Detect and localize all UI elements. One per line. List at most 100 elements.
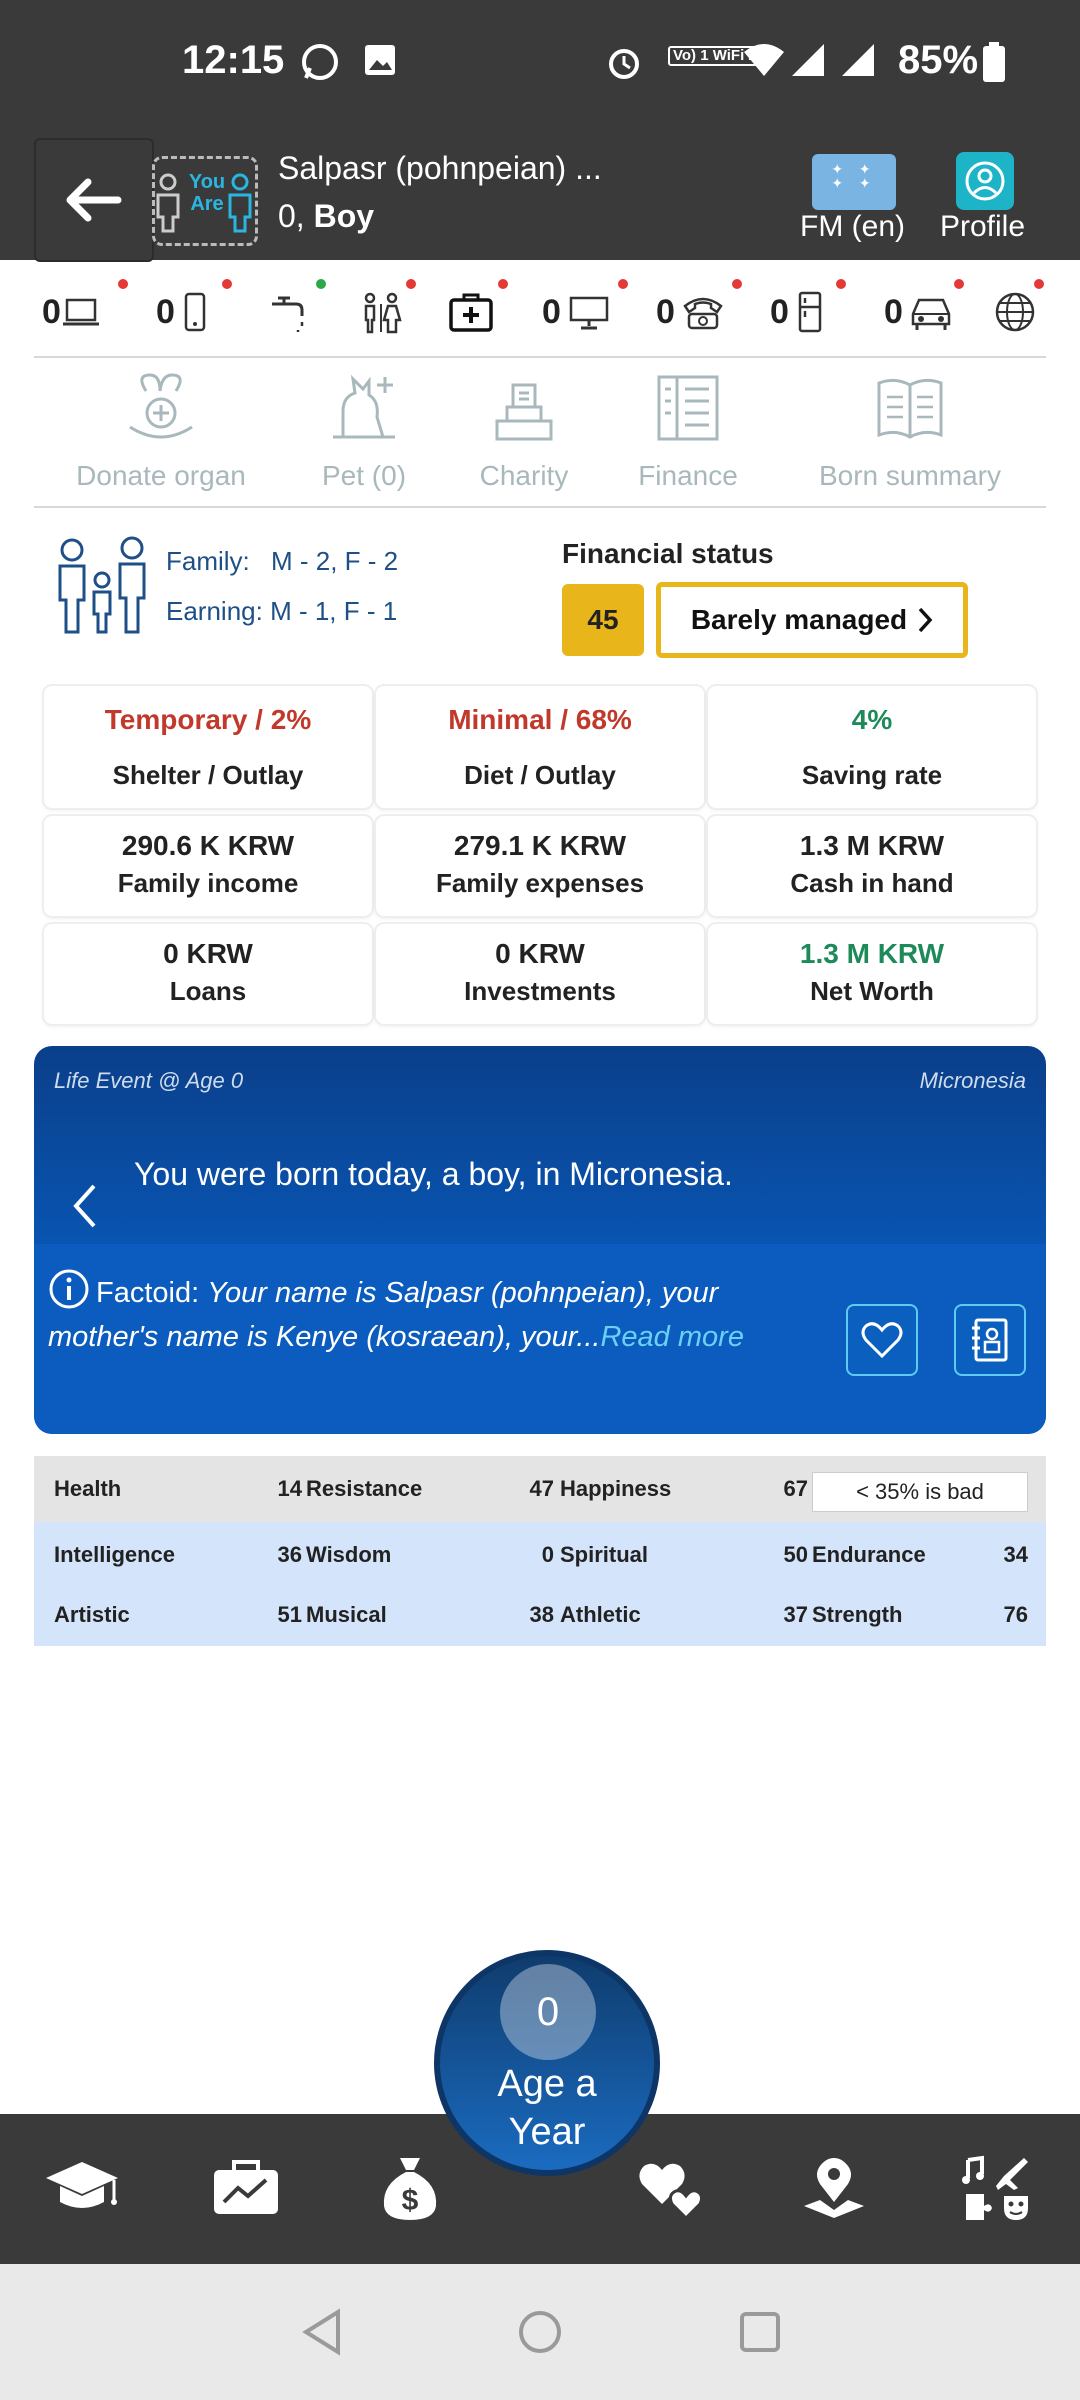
phone-icon <box>184 292 206 332</box>
attr-happiness-value: 67 <box>783 1476 808 1501</box>
globe-icon <box>995 292 1035 332</box>
profile-icon <box>965 161 1005 201</box>
system-back-icon[interactable] <box>300 2308 344 2356</box>
you-are-badge[interactable]: You Are <box>152 156 258 246</box>
asset-count: 0 <box>656 292 675 331</box>
status-dot <box>732 279 742 289</box>
charity-button[interactable]: Charity <box>466 368 582 492</box>
diet-label: Diet / Outlay <box>464 760 616 790</box>
family-income-card[interactable]: 290.6 K KRW Family income <box>44 816 372 916</box>
status-time: 12:15 <box>182 38 285 82</box>
nav-activities[interactable] <box>956 2148 1036 2228</box>
system-home-icon[interactable] <box>516 2308 564 2356</box>
age-a-year-button[interactable]: 0 Age a Year <box>434 1950 660 2176</box>
financial-status-button[interactable]: Barely managed <box>656 582 968 658</box>
asset-laptop[interactable]: 0 <box>42 275 128 349</box>
info-icon <box>49 1269 89 1309</box>
saving-label: Saving rate <box>801 760 943 790</box>
status-dot <box>836 279 846 289</box>
journal-button[interactable] <box>954 1304 1026 1376</box>
graduation-cap-icon <box>46 2162 118 2208</box>
asset-computer[interactable]: 0 <box>542 275 628 349</box>
diet-card[interactable]: Minimal / 68% Diet / Outlay <box>376 686 704 808</box>
nav-relationships[interactable] <box>632 2148 712 2228</box>
attr-spiritual-value: 50 <box>783 1542 808 1567</box>
car-icon <box>911 298 951 330</box>
asset-phone[interactable]: 0 <box>156 275 232 349</box>
character-name: Salpasr (pohnpeian) ... <box>278 150 602 186</box>
donate-organ-button[interactable]: Donate organ <box>56 368 266 492</box>
profile-button[interactable] <box>956 152 1014 210</box>
asset-count: 0 <box>884 292 903 331</box>
net-worth-card[interactable]: 1.3 M KRW Net Worth <box>708 924 1036 1024</box>
back-arrow-icon <box>66 178 122 222</box>
status-dot <box>1034 279 1044 289</box>
whatsapp-icon <box>300 42 340 91</box>
divider <box>34 506 1046 508</box>
net-worth-label: Net Worth <box>810 976 934 1006</box>
attr-strength-value: 76 <box>1003 1602 1028 1627</box>
factoid: Factoid: Your name is Salpasr (pohnpeian… <box>48 1268 828 1359</box>
life-event-card: Life Event @ Age 0 Micronesia You were b… <box>34 1046 1046 1434</box>
attr-wisdom-value: 0 <box>541 1542 554 1567</box>
nav-career[interactable] <box>206 2148 286 2228</box>
loans-card[interactable]: 0 KRW Loans <box>44 924 372 1024</box>
wifi-icon <box>742 42 786 87</box>
status-dot <box>406 279 416 289</box>
saving-value: 4% <box>851 704 893 735</box>
attr-resistance-value: 47 <box>529 1476 554 1501</box>
person-icon <box>156 173 180 233</box>
attr-athletic-label: Athletic <box>560 1602 641 1627</box>
family-value: M - 2, F - 2 <box>271 546 399 576</box>
asset-sanitation[interactable] <box>360 275 416 349</box>
family-income-value: 290.6 K KRW <box>121 830 295 861</box>
locale-label[interactable]: FM (en) <box>800 210 905 243</box>
hearts-icon <box>639 2163 704 2220</box>
system-nav-bar <box>0 2264 1080 2400</box>
saving-card[interactable]: 4% Saving rate <box>708 686 1036 808</box>
charity-label: Charity <box>479 460 569 491</box>
finance-button[interactable]: Finance <box>620 368 756 492</box>
profile-label[interactable]: Profile <box>940 210 1026 243</box>
asset-internet[interactable] <box>994 275 1044 349</box>
finance-label: Finance <box>638 460 738 491</box>
shelter-label: Shelter / Outlay <box>112 760 304 790</box>
pet-button[interactable]: Pet (0) <box>306 368 422 492</box>
map-pin-icon <box>804 2158 864 2218</box>
asset-fridge[interactable]: 0 <box>770 275 846 349</box>
family-count: Family: M - 2, F - 2 <box>166 546 398 577</box>
chevron-left-icon[interactable] <box>64 1176 104 1236</box>
asset-count: 0 <box>770 292 789 331</box>
attr-strength-label: Strength <box>812 1602 903 1627</box>
signal-icon <box>790 42 826 87</box>
investments-card[interactable]: 0 KRW Investments <box>376 924 704 1024</box>
family-label: Family: <box>166 546 250 576</box>
cash-card[interactable]: 1.3 M KRW Cash in hand <box>708 816 1036 916</box>
shelter-card[interactable]: Temporary / 2% Shelter / Outlay <box>44 686 372 808</box>
attributes-row-secondary <box>34 1522 1046 1646</box>
battery-icon <box>982 42 1006 91</box>
asset-medical[interactable] <box>448 275 508 349</box>
asset-car[interactable]: 0 <box>884 275 964 349</box>
battery-percent: 85% <box>898 38 979 82</box>
read-more-link[interactable]: Read more <box>600 1321 744 1353</box>
asset-telephone[interactable]: 0 <box>656 275 742 349</box>
back-button[interactable] <box>34 138 154 262</box>
investments-label: Investments <box>464 976 616 1006</box>
family-expenses-card[interactable]: 279.1 K KRW Family expenses <box>376 816 704 916</box>
nav-location[interactable] <box>794 2148 874 2228</box>
financial-status-title: Financial status <box>562 538 774 569</box>
country-flag-button[interactable]: ✦ ✦ ✦ ✦ <box>812 154 896 210</box>
nav-education[interactable] <box>42 2148 122 2228</box>
system-recents-icon[interactable] <box>738 2310 782 2354</box>
earning-value: M - 1, F - 1 <box>270 596 398 626</box>
nav-money[interactable]: $ <box>370 2148 450 2228</box>
favorite-button[interactable] <box>846 1304 918 1376</box>
attr-health-label: Health <box>54 1476 122 1501</box>
asset-water[interactable] <box>268 275 326 349</box>
attr-athletic-value: 37 <box>783 1602 808 1627</box>
pet-icon <box>333 374 395 439</box>
family-expenses-label: Family expenses <box>435 868 645 898</box>
born-summary-button[interactable]: Born summary <box>800 368 1020 492</box>
family-income-label: Family income <box>117 868 299 898</box>
